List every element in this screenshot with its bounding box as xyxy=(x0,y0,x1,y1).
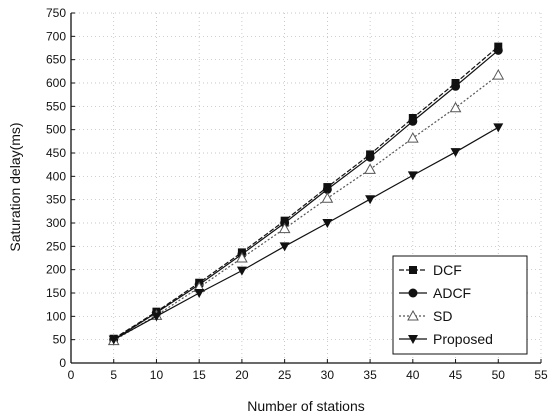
x-tick-label: 10 xyxy=(150,368,164,382)
data-point-sd xyxy=(492,69,505,80)
y-tick-label: 750 xyxy=(46,6,66,20)
legend-label-dcf: DCF xyxy=(433,262,462,278)
y-tick-label: 250 xyxy=(46,239,66,253)
legend-marker-proposed xyxy=(408,335,418,344)
data-point-proposed xyxy=(493,123,504,133)
tick-labels: 0 5 10 15 20 25 30 35 40 45 50 55050100150200250300… xyxy=(46,6,548,382)
x-tick-label: 50 xyxy=(492,368,506,382)
y-tick-label: 150 xyxy=(46,286,66,300)
legend-marker-dcf xyxy=(409,266,417,274)
data-point-adcf xyxy=(322,184,332,194)
data-point-proposed xyxy=(365,195,376,205)
series-line-proposed xyxy=(113,126,499,341)
x-tick-label: 45 xyxy=(449,368,463,382)
data-point-sd xyxy=(449,101,462,113)
x-tick-label: 30 xyxy=(321,368,335,382)
data-point-adcf xyxy=(365,152,375,162)
y-tick-label: 450 xyxy=(46,146,66,160)
data-point-proposed xyxy=(450,148,461,158)
y-tick-label: 550 xyxy=(46,99,66,113)
data-point-adcf xyxy=(408,116,418,126)
y-tick-label: 200 xyxy=(46,263,66,277)
data-point-adcf xyxy=(451,81,461,91)
x-tick-label: 25 xyxy=(278,368,292,382)
series-line-adcf xyxy=(113,49,499,341)
x-tick-label: 20 xyxy=(235,368,249,382)
data-point-proposed xyxy=(407,171,418,181)
data-point-proposed xyxy=(194,289,205,298)
data-point-proposed xyxy=(279,242,290,252)
x-tick-label: 5 xyxy=(110,368,117,382)
y-axis-label: Saturation delay(ms) xyxy=(7,122,23,251)
legend-label-proposed: Proposed xyxy=(433,331,493,347)
y-tick-label: 700 xyxy=(46,29,66,43)
data-point-proposed xyxy=(108,335,119,345)
data-point-sd xyxy=(364,163,376,174)
legend-marker-sd xyxy=(407,309,419,321)
y-tick-label: 100 xyxy=(46,309,66,323)
legend: DCF ADCF SD Proposed xyxy=(392,255,528,355)
data-point-sd xyxy=(406,132,419,143)
axes xyxy=(70,12,542,364)
y-tick-label: 400 xyxy=(46,169,66,183)
plot-series xyxy=(107,42,505,346)
y-tick-label: 600 xyxy=(46,76,66,90)
data-point-proposed xyxy=(151,312,162,322)
y-tick-label: 650 xyxy=(46,53,66,67)
y-tick-label: 0 xyxy=(59,356,66,370)
y-tick-label: 500 xyxy=(46,123,66,137)
legend-label-adcf: ADCF xyxy=(433,285,471,301)
legend-marker-adcf xyxy=(408,288,418,298)
data-point-proposed xyxy=(236,266,247,276)
series-line-dcf xyxy=(113,46,499,340)
x-tick-label: 55 xyxy=(534,368,548,382)
data-point-sd xyxy=(236,251,248,263)
y-tick-label: 50 xyxy=(53,333,67,347)
y-tick-label: 350 xyxy=(46,193,66,207)
data-point-proposed xyxy=(322,219,333,228)
legend-label-sd: SD xyxy=(433,308,452,324)
data-point-adcf xyxy=(493,45,503,55)
y-tick-label: 300 xyxy=(46,216,66,230)
x-tick-label: 35 xyxy=(363,368,377,382)
x-tick-label: 40 xyxy=(406,368,420,382)
data-point-sd xyxy=(278,222,291,234)
data-point-sd xyxy=(321,192,334,203)
x-axis-label: Number of stations xyxy=(247,398,365,414)
x-tick-label: 0 xyxy=(68,368,75,382)
x-tick-label: 15 xyxy=(193,368,207,382)
